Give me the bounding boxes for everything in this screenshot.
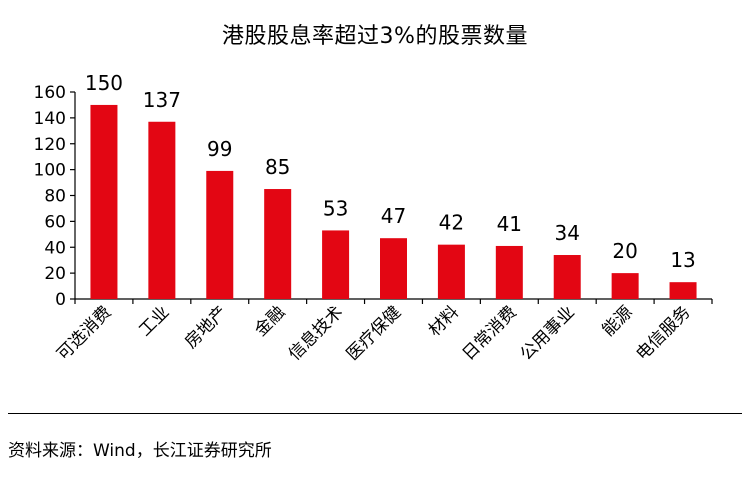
y-axis: 0 20 40 60 80 100 120 140 160 xyxy=(34,83,76,310)
category-label: 工业 xyxy=(135,302,173,340)
bar xyxy=(380,238,407,299)
data-label: 53 xyxy=(323,196,348,220)
category-label: 能源 xyxy=(598,302,636,340)
bars xyxy=(90,104,697,299)
data-label: 137 xyxy=(143,88,181,112)
data-label: 99 xyxy=(207,137,232,161)
bar xyxy=(611,273,639,299)
y-tick-label: 120 xyxy=(34,135,66,155)
y-tick-label: 100 xyxy=(34,161,66,181)
category-label: 金融 xyxy=(251,302,289,340)
bar xyxy=(148,121,176,299)
category-label: 公用事业 xyxy=(517,302,579,364)
bar xyxy=(553,255,581,299)
y-tick-label: 20 xyxy=(44,264,66,284)
chart-title: 港股股息率超过3%的股票数量 xyxy=(222,24,528,49)
data-label: 85 xyxy=(265,155,290,179)
category-label: 日常消费 xyxy=(459,302,521,364)
category-label: 材料 xyxy=(425,302,463,340)
data-label: 34 xyxy=(555,221,580,245)
y-tick-label: 140 xyxy=(34,109,66,129)
data-label: 47 xyxy=(381,204,406,228)
bar xyxy=(495,245,523,299)
bar xyxy=(264,189,292,299)
y-tick-label: 160 xyxy=(34,83,66,103)
y-tick-label: 80 xyxy=(44,187,66,207)
bar xyxy=(322,230,350,299)
data-label: 42 xyxy=(439,211,464,235)
category-label: 可选消费 xyxy=(53,302,115,364)
bar xyxy=(437,244,465,299)
x-axis xyxy=(74,298,713,304)
bar xyxy=(206,170,234,299)
y-tick-label: 40 xyxy=(44,238,66,258)
divider xyxy=(8,413,742,414)
y-tick-label: 60 xyxy=(44,212,66,232)
bar xyxy=(90,104,118,299)
y-tick-label: 0 xyxy=(55,290,66,310)
category-label: 房地产 xyxy=(181,302,231,352)
bar xyxy=(669,282,697,299)
data-label: 20 xyxy=(612,239,637,263)
data-label: 13 xyxy=(670,248,695,272)
data-label: 150 xyxy=(85,71,123,95)
data-label: 41 xyxy=(497,212,522,236)
category-label: 信息技术 xyxy=(285,302,347,364)
category-label: 医疗保健 xyxy=(343,302,405,364)
category-label: 电信服务 xyxy=(632,302,694,364)
source-note: 资料来源：Wind，长江证券研究所 xyxy=(8,441,272,461)
data-labels: 150 137 99 85 53 47 42 41 34 20 13 xyxy=(85,71,696,272)
bar-chart: 0 20 40 60 80 100 120 140 160 150 137 99 85 53 47 42 41… xyxy=(34,71,713,365)
